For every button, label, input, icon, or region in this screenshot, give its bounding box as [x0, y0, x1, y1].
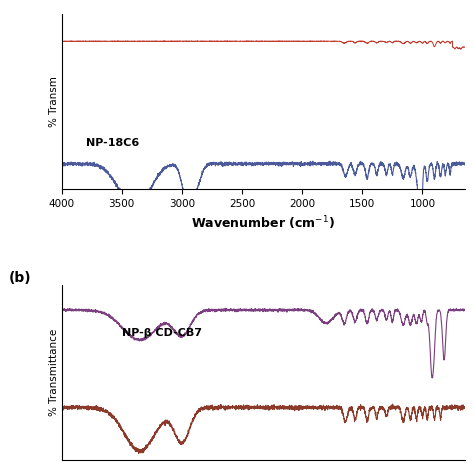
Text: NP-β CD-CB7: NP-β CD-CB7 [122, 328, 202, 338]
Text: (b): (b) [9, 271, 32, 285]
Y-axis label: % Transmittance: % Transmittance [49, 329, 59, 416]
Y-axis label: % Transm: % Transm [49, 76, 59, 127]
Text: NP-18C6: NP-18C6 [86, 137, 139, 148]
X-axis label: Wavenumber (cm$^{-1}$): Wavenumber (cm$^{-1}$) [191, 214, 335, 232]
